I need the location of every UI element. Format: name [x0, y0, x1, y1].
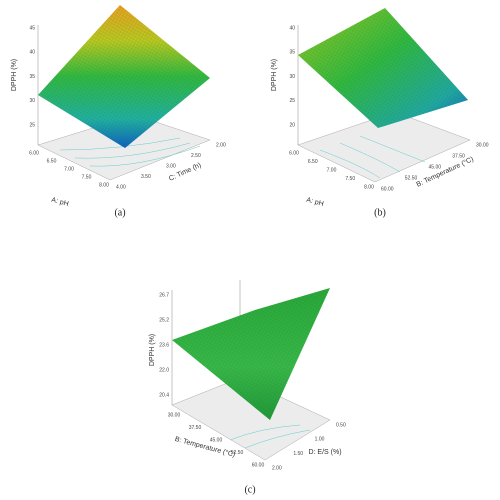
y-tick-label: 30.00	[476, 142, 489, 148]
floor	[171, 377, 331, 461]
y-tick-label: 2.00	[272, 465, 282, 471]
y-tick-label: 2.00	[216, 142, 226, 148]
y-tick-label: 3.50	[141, 174, 151, 180]
x-tick-label: 7.50	[82, 174, 92, 180]
x-tick-label: 6.50	[308, 159, 318, 165]
y-tick-label: 0.50	[336, 422, 346, 428]
x-tick-label: 7.00	[64, 166, 74, 172]
caption: (b)	[374, 207, 386, 218]
caption: (a)	[114, 207, 125, 218]
surface-mesh	[172, 288, 330, 420]
z-tick-label: 45	[29, 25, 35, 31]
contour	[229, 424, 311, 449]
y-tick-label: 52.50	[405, 175, 418, 181]
z-title: DPPH (%)	[149, 334, 156, 366]
z-tick-label: 35	[289, 50, 295, 56]
y-tick-label: 3.00	[166, 163, 176, 169]
z-title: DPPH (%)	[11, 59, 18, 91]
z-tick-label: 25.2	[159, 317, 169, 323]
y-tick-label: 4.00	[116, 184, 126, 190]
z-tick-label: 26.7	[159, 292, 169, 298]
x-tick-label: 6.50	[47, 158, 57, 164]
y-tick-label: 45.00	[429, 164, 442, 170]
x-tick-label: 52.50	[231, 450, 244, 456]
x-tick-label: 45.00	[210, 437, 223, 443]
y-title: D: E/S (%)	[308, 449, 341, 456]
x-tick-label: 7.50	[345, 176, 355, 182]
contour	[59, 137, 201, 167]
x-tick-label: 6.00	[289, 150, 299, 156]
x-title: B: Temperature (°C)	[174, 435, 236, 459]
panel-a	[37, 5, 211, 181]
y-tick-label: 1.00	[315, 437, 325, 443]
x-tick-label: 7.00	[327, 167, 337, 173]
y-tick-label: 37.50	[452, 153, 465, 159]
panel-b	[297, 8, 471, 183]
x-tick-label: 37.50	[189, 425, 202, 431]
z-tick-label: 23.6	[159, 342, 169, 348]
z-title: DPPH (%)	[271, 59, 278, 91]
surface-mesh	[38, 5, 210, 148]
surface-mesh	[298, 8, 468, 128]
y-tick-label: 2.50	[191, 153, 201, 159]
x-tick-label: 8.00	[364, 184, 374, 190]
panel-c	[171, 280, 331, 461]
floor	[297, 111, 471, 183]
x-tick-label: 8.00	[99, 182, 109, 188]
z-tick-label: 30	[289, 74, 295, 80]
z-tick-label: 40	[289, 25, 295, 31]
z-tick-label: 20.4	[159, 392, 169, 398]
z-tick-label: 25	[289, 98, 295, 104]
z-tick-label: 40	[29, 50, 35, 56]
y-tick-label: 60.00	[381, 186, 394, 192]
caption: (c)	[244, 484, 255, 495]
z-tick-label: 25	[29, 122, 35, 128]
contour	[319, 135, 426, 179]
x-tick-label: 60.00	[252, 462, 265, 468]
z-tick-label: 35	[29, 74, 35, 80]
z-tick-label: 20	[289, 122, 295, 128]
z-tick-label: 30	[29, 98, 35, 104]
y-tick-label: 1.50	[293, 451, 303, 457]
x-tick-label: 6.00	[29, 150, 39, 156]
x-tick-label: 30.00	[168, 412, 181, 418]
x-title: A: pH	[51, 197, 70, 208]
x-title: A: pH	[306, 197, 325, 208]
z-tick-label: 22.0	[159, 367, 169, 373]
